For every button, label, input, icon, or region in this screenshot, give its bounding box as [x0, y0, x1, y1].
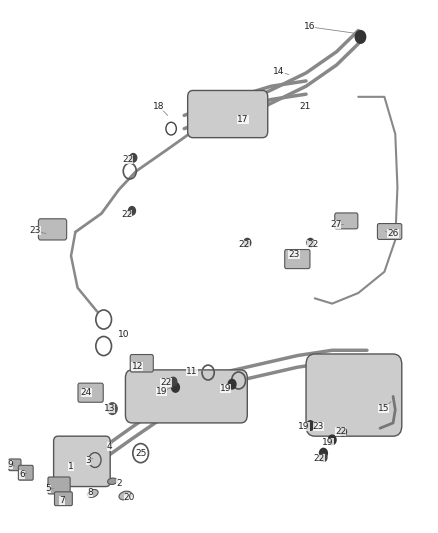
FancyBboxPatch shape — [125, 370, 247, 423]
Text: 2: 2 — [116, 479, 122, 488]
Text: 7: 7 — [60, 496, 65, 505]
Circle shape — [128, 207, 135, 215]
Text: 22: 22 — [335, 427, 346, 437]
Circle shape — [307, 238, 314, 247]
Text: 18: 18 — [153, 102, 165, 111]
Text: 1: 1 — [68, 463, 74, 471]
Circle shape — [108, 403, 117, 415]
Text: 19: 19 — [156, 386, 167, 395]
Circle shape — [228, 379, 236, 389]
Text: 19: 19 — [220, 384, 231, 393]
Text: 20: 20 — [124, 492, 135, 502]
Text: 9: 9 — [7, 461, 13, 469]
Text: 22: 22 — [307, 240, 318, 249]
FancyBboxPatch shape — [48, 477, 70, 494]
Ellipse shape — [119, 491, 132, 500]
FancyBboxPatch shape — [378, 223, 402, 239]
Circle shape — [172, 383, 180, 392]
Ellipse shape — [88, 489, 98, 497]
Text: 22: 22 — [314, 454, 325, 463]
Text: 26: 26 — [387, 229, 399, 238]
Text: 22: 22 — [160, 377, 172, 386]
Text: 23: 23 — [30, 226, 41, 235]
FancyBboxPatch shape — [335, 213, 358, 229]
Text: 15: 15 — [378, 404, 389, 413]
Text: 22: 22 — [121, 210, 132, 219]
Circle shape — [170, 377, 177, 386]
Circle shape — [355, 30, 366, 43]
Circle shape — [339, 427, 346, 436]
Circle shape — [244, 238, 251, 247]
Text: 17: 17 — [237, 115, 249, 124]
FancyBboxPatch shape — [18, 465, 33, 480]
Text: 22: 22 — [122, 155, 133, 164]
Text: 22: 22 — [239, 240, 250, 249]
Text: 12: 12 — [131, 362, 143, 370]
Text: 3: 3 — [85, 456, 91, 465]
Circle shape — [320, 448, 327, 458]
Text: 19: 19 — [322, 438, 334, 447]
Text: 23: 23 — [313, 422, 324, 431]
FancyBboxPatch shape — [285, 249, 310, 269]
Circle shape — [130, 154, 137, 162]
Circle shape — [328, 435, 336, 445]
FancyBboxPatch shape — [306, 354, 402, 436]
Text: 25: 25 — [136, 449, 147, 458]
Text: 16: 16 — [304, 22, 315, 31]
Text: 4: 4 — [106, 442, 112, 451]
Text: 6: 6 — [19, 470, 25, 479]
Circle shape — [307, 421, 314, 430]
Text: 21: 21 — [300, 102, 311, 111]
Text: 24: 24 — [81, 388, 92, 397]
FancyBboxPatch shape — [39, 219, 67, 240]
Text: 10: 10 — [117, 330, 129, 339]
Text: 11: 11 — [186, 367, 198, 376]
Text: 8: 8 — [87, 488, 93, 497]
Ellipse shape — [108, 478, 117, 484]
Text: 5: 5 — [46, 483, 51, 492]
FancyBboxPatch shape — [9, 459, 21, 471]
Circle shape — [320, 453, 327, 462]
Text: 27: 27 — [330, 220, 341, 229]
Text: 23: 23 — [288, 251, 300, 260]
FancyBboxPatch shape — [53, 436, 110, 487]
FancyBboxPatch shape — [187, 91, 268, 138]
Text: 14: 14 — [273, 67, 285, 76]
Text: 19: 19 — [298, 422, 310, 431]
FancyBboxPatch shape — [130, 354, 153, 372]
Text: 13: 13 — [103, 404, 115, 413]
FancyBboxPatch shape — [54, 492, 72, 506]
FancyBboxPatch shape — [78, 383, 103, 402]
